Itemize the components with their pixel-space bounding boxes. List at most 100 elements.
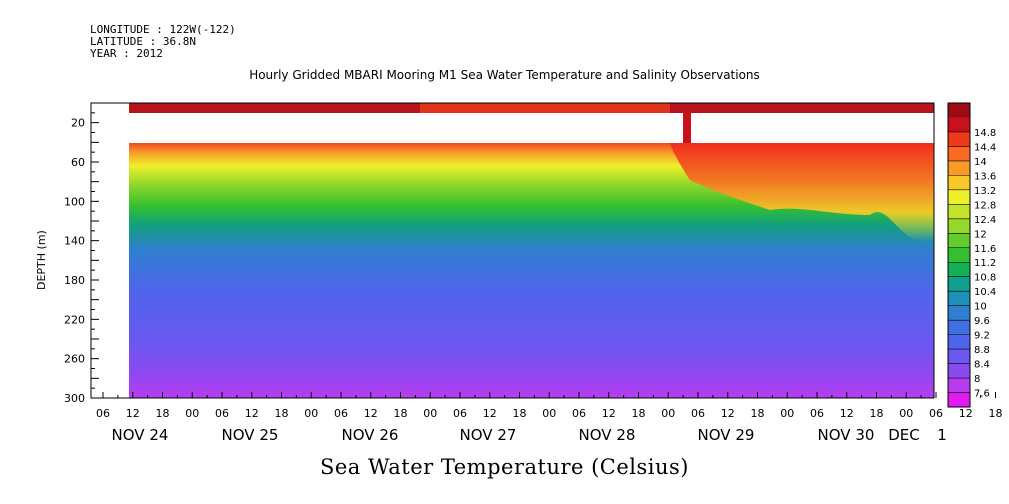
x-tick-label: 06 <box>691 407 705 420</box>
x-day-label: NOV 27 <box>460 426 517 444</box>
colorbar-label: 14.4 <box>974 142 996 153</box>
latitude-label: LATITUDE : 36.8N <box>90 35 196 48</box>
x-day-label: NOV 25 <box>222 426 279 444</box>
y-axis: 20 60 100 140 180 220 260 300 <box>64 112 99 405</box>
x-day-label: NOV 24 <box>112 426 169 444</box>
x-tick-label: 12 <box>840 407 854 420</box>
colorbar-swatch <box>948 363 970 379</box>
colorbar-label: 13.2 <box>974 186 996 197</box>
colorbar-label: 9.6 <box>974 316 990 327</box>
warm-intrusion <box>670 143 934 242</box>
y-tick-label: 180 <box>64 274 85 287</box>
colorbar-swatch <box>948 117 970 133</box>
colorbar-label: 7.6 <box>974 389 990 400</box>
x-tick-label: 00 <box>423 407 437 420</box>
colorbar-swatch <box>948 146 970 162</box>
y-axis-label: DEPTH (m) <box>35 230 48 290</box>
colorbar-swatch <box>948 189 970 205</box>
x-tick-label: 18 <box>275 407 289 420</box>
x-tick-label: 06 <box>215 407 229 420</box>
colorbar-label: 14 <box>974 157 987 168</box>
colorbar-swatch <box>948 131 970 147</box>
colorbar-label: 9.2 <box>974 331 990 342</box>
x-tick-label: 00 <box>780 407 794 420</box>
colorbar-swatch <box>948 392 970 408</box>
surface-band-orange-segment <box>420 103 670 113</box>
x-tick-label: 12 <box>126 407 140 420</box>
x-day-label: NOV 30 <box>818 426 875 444</box>
x-tick-label: 06 <box>334 407 348 420</box>
x-tick-label: 06 <box>929 407 943 420</box>
colorbar-swatch <box>948 320 970 336</box>
x-tick-label: 18 <box>156 407 170 420</box>
x-tick-label: 12 <box>602 407 616 420</box>
x-tick-label: 18 <box>632 407 646 420</box>
colorbar-label: 10 <box>974 302 987 313</box>
metadata-block: LONGITUDE : 122W(-122) LATITUDE : 36.8N … <box>90 24 236 60</box>
x-tick-label: 12 <box>483 407 497 420</box>
colorbar-swatch <box>948 247 970 263</box>
colorbar-label: 14.8 <box>974 128 996 139</box>
x-tick-label: 12 <box>959 407 973 420</box>
y-tick-label: 260 <box>64 353 85 366</box>
x-tick-label: 18 <box>513 407 527 420</box>
x-day-label: NOV 28 <box>579 426 636 444</box>
colorbar-label: 10.4 <box>974 287 996 298</box>
surface-gap-spike <box>683 113 691 143</box>
x-tick-label: 06 <box>572 407 586 420</box>
colorbar-label: 8.4 <box>974 360 990 371</box>
chart-title: Hourly Gridded MBARI Mooring M1 Sea Wate… <box>249 68 760 82</box>
colorbar-label: 13.6 <box>974 171 996 182</box>
x-day-label: DEC <box>888 426 920 444</box>
x-tick-label: 00 <box>304 407 318 420</box>
x-tick-label: 00 <box>899 407 913 420</box>
colorbar-swatch <box>948 204 970 220</box>
y-tick-label: 20 <box>71 117 85 130</box>
colorbar-swatch <box>948 334 970 350</box>
y-tick-label: 300 <box>64 392 85 405</box>
x-tick-label: 06 <box>96 407 110 420</box>
colorbar-label: 11.2 <box>974 258 996 269</box>
colorbar: 7.6 8 8.4 8.8 9.2 9.6 10 10.4 10.8 11.2 11.6 12 12.4… <box>947 102 996 408</box>
y-tick-label: 220 <box>64 313 85 326</box>
x-day-label: NOV 29 <box>698 426 755 444</box>
chart-bottom-title: Sea Water Temperature (Celsius) <box>319 455 689 479</box>
x-axis: 06 12 18 00 06 12 18 00 06 12 18 00 06 12 18 00 06 12 18 00… <box>96 392 1003 444</box>
x-day-label: NOV 26 <box>342 426 399 444</box>
x-tick-label: 06 <box>810 407 824 420</box>
y-tick-label: 100 <box>64 195 85 208</box>
colorbar-swatch <box>948 175 970 191</box>
x-tick-label: 00 <box>185 407 199 420</box>
colorbar-label: 12.4 <box>974 215 996 226</box>
y-tick-label: 140 <box>64 235 85 248</box>
colorbar-label: 12 <box>974 229 987 240</box>
colorbar-swatch <box>948 160 970 176</box>
colorbar-label: 10.8 <box>974 273 996 284</box>
x-tick-label: 00 <box>661 407 675 420</box>
x-tick-label: 00 <box>542 407 556 420</box>
year-label: YEAR : 2012 <box>90 47 163 60</box>
colorbar-swatch <box>948 233 970 249</box>
colorbar-label: 8 <box>974 374 980 385</box>
colorbar-label: 8.8 <box>974 345 990 356</box>
colorbar-label: 12.8 <box>974 200 996 211</box>
colorbar-swatch <box>948 276 970 292</box>
plot-area <box>129 103 934 398</box>
x-tick-label: 12 <box>364 407 378 420</box>
colorbar-swatch <box>948 103 970 118</box>
colorbar-swatch <box>948 291 970 307</box>
x-tick-label: 18 <box>989 407 1003 420</box>
x-tick-label: 18 <box>394 407 408 420</box>
colorbar-swatch <box>948 305 970 321</box>
colorbar-frame <box>947 102 971 408</box>
x-tick-label: 18 <box>870 407 884 420</box>
x-tick-label: 06 <box>453 407 467 420</box>
colorbar-swatch <box>948 218 970 234</box>
y-tick-label: 60 <box>71 156 85 169</box>
x-day-label: 1 <box>937 426 947 444</box>
x-tick-label: 18 <box>751 407 765 420</box>
colorbar-swatch <box>948 378 970 394</box>
colorbar-swatch <box>948 349 970 365</box>
longitude-label: LONGITUDE : 122W(-122) <box>90 23 236 36</box>
